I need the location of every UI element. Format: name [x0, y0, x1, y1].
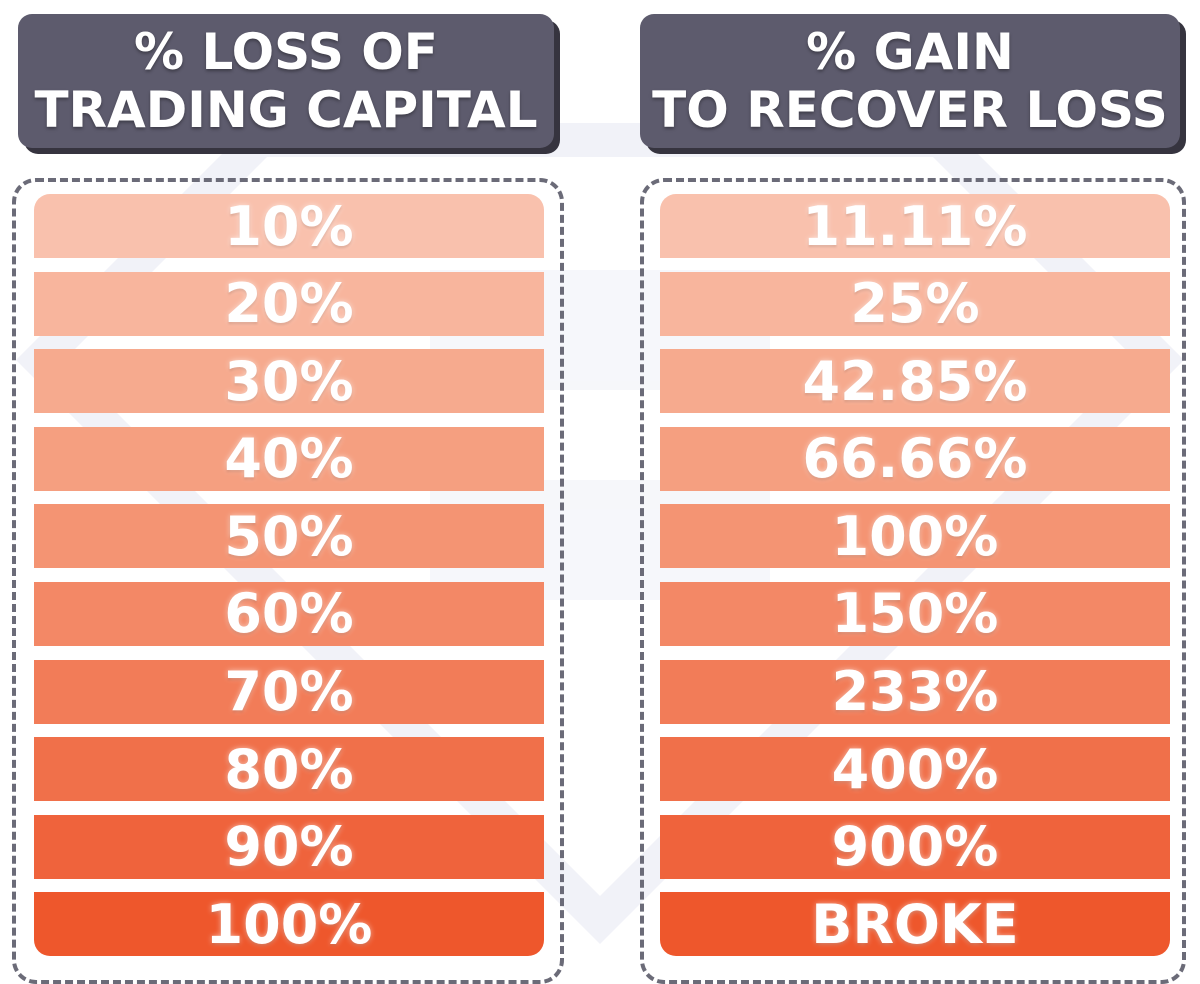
loss-row: 10%: [34, 194, 544, 258]
gain-row: BROKE: [660, 892, 1170, 957]
gain-row: 25%: [660, 271, 1170, 336]
gain-row: 233%: [660, 659, 1170, 724]
loss-row: 50%: [34, 504, 544, 569]
loss-header-line1: % LOSS OF: [134, 23, 438, 81]
gain-row: 66.66%: [660, 426, 1170, 491]
loss-row: 60%: [34, 581, 544, 646]
gain-row: 42.85%: [660, 349, 1170, 414]
gain-rows: 11.11% 25% 42.85% 66.66% 100% 150% 233% …: [660, 194, 1170, 957]
gain-row: 11.11%: [660, 194, 1170, 258]
gain-row: 400%: [660, 737, 1170, 802]
loss-header-line2: TRADING CAPITAL: [34, 81, 538, 139]
loss-row: 30%: [34, 349, 544, 414]
gain-header: % GAIN TO RECOVER LOSS: [640, 14, 1180, 148]
gain-row: 150%: [660, 581, 1170, 646]
loss-rows: 10% 20% 30% 40% 50% 60% 70% 80% 90% 100%: [34, 194, 544, 957]
loss-row: 100%: [34, 892, 544, 957]
loss-row: 80%: [34, 737, 544, 802]
loss-row: 20%: [34, 271, 544, 336]
loss-row: 90%: [34, 814, 544, 879]
loss-row: 40%: [34, 426, 544, 491]
loss-header: % LOSS OF TRADING CAPITAL: [18, 14, 554, 148]
gain-row: 900%: [660, 814, 1170, 879]
gain-row: 100%: [660, 504, 1170, 569]
loss-row: 70%: [34, 659, 544, 724]
gain-header-line2: TO RECOVER LOSS: [652, 81, 1168, 139]
gain-header-line1: % GAIN: [806, 23, 1014, 81]
